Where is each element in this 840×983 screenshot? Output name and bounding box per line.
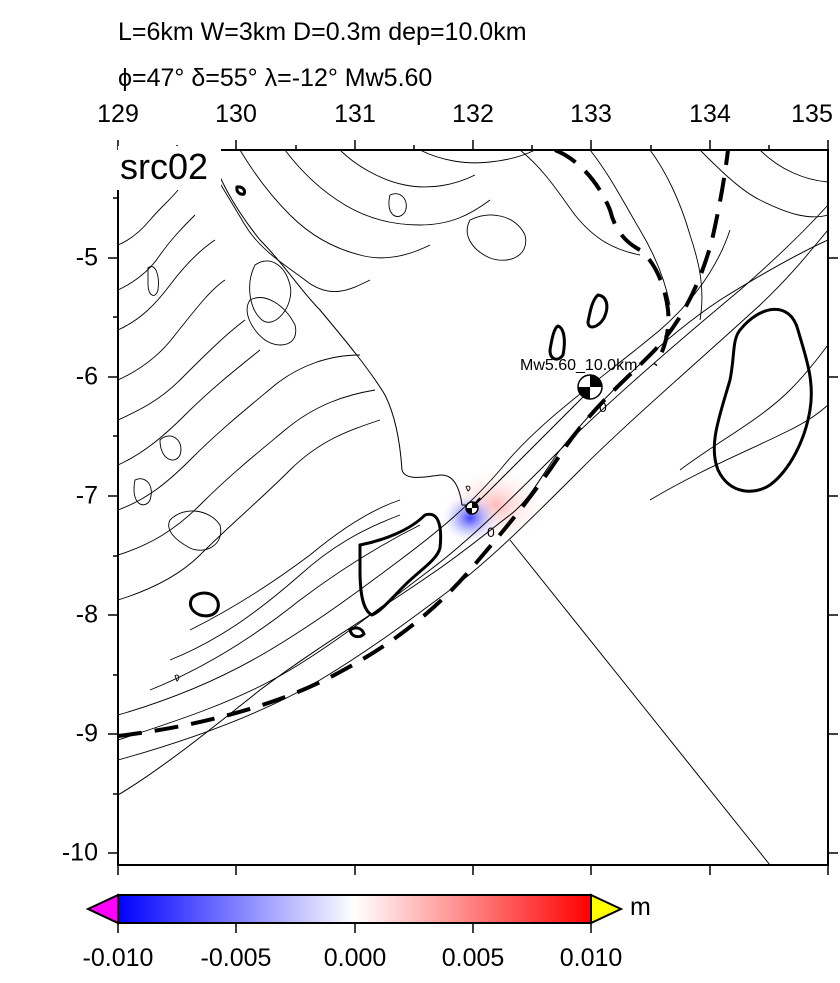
- coastline: [118, 150, 828, 865]
- lat-tick-label: -10: [61, 838, 98, 867]
- lon-tick-label: 130: [215, 100, 257, 128]
- lon-tick-label: 129: [97, 100, 139, 128]
- subsidence-field: [440, 492, 500, 544]
- lon-tick-label: 135: [791, 100, 833, 128]
- event-label: Mw5.60_10.0km: [520, 357, 637, 374]
- colorbar-tick-label: -0.005: [200, 944, 272, 972]
- lat-tick-label: -7: [75, 481, 98, 510]
- lat-tick-label: -6: [75, 362, 98, 391]
- lat-tick-label: -5: [75, 243, 98, 272]
- lon-tick-label: 132: [452, 100, 494, 128]
- colorbar-tick-label: -0.010: [82, 944, 154, 972]
- source-marker: [465, 501, 479, 515]
- colorbar-tick-label: 0.000: [323, 944, 387, 972]
- title-line-2: ϕ=47° δ=55° λ=-12° Mw5.60: [118, 64, 433, 92]
- contour-label-lower: 0: [487, 524, 495, 540]
- panel-label: src02: [118, 146, 211, 188]
- lon-tick-label: 133: [570, 100, 612, 128]
- lon-tick-label: 131: [334, 100, 376, 128]
- zero-contour: [188, 185, 813, 639]
- colorbar-unit: m: [630, 893, 651, 921]
- lat-tick-label: -8: [75, 600, 98, 629]
- colorbar: [85, 893, 624, 933]
- focal-mechanism-beachball: [577, 374, 603, 400]
- colorbar-gradient: [117, 894, 592, 924]
- colorbar-under-triangle: [85, 893, 119, 925]
- trench-lines: [118, 150, 730, 738]
- map-content: 0 0 Mw5.60_10.0km: [118, 150, 828, 865]
- bathymetry-contours: [118, 150, 828, 761]
- lat-tick-label: -9: [75, 719, 98, 748]
- lon-tick-label: 134: [689, 100, 731, 128]
- title-line-1: L=6km W=3km D=0.3m dep=10.0km: [118, 18, 527, 46]
- contour-label-upper: 0: [599, 399, 607, 415]
- colorbar-tick-label: 0.005: [441, 944, 505, 972]
- colorbar-tick-label: 0.010: [559, 944, 623, 972]
- colorbar-over-triangle: [590, 893, 624, 925]
